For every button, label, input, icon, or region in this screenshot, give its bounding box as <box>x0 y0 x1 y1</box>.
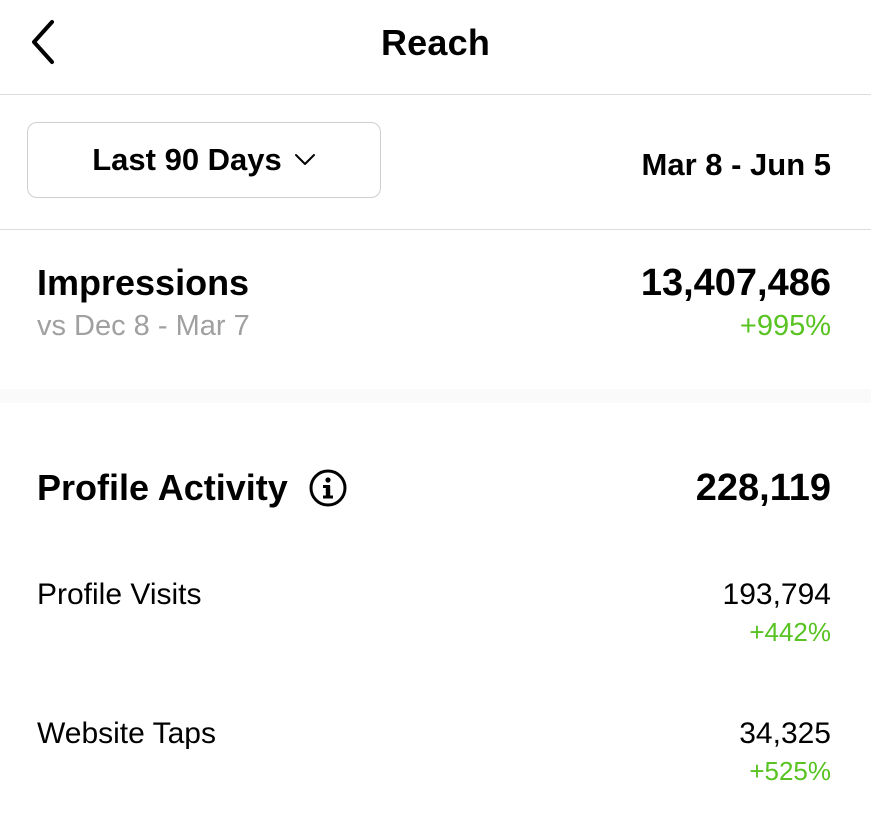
metric-label-website-taps: Website Taps <box>37 717 216 750</box>
profile-activity-header: Profile Activity <box>37 467 348 509</box>
profile-activity-total: 228,119 <box>695 467 831 509</box>
section-divider <box>0 389 871 403</box>
filter-row: Last 90 Days Mar 8 - Jun 5 <box>0 95 871 230</box>
date-range-text: Mar 8 - Jun 5 <box>641 147 832 182</box>
date-range-dropdown-label: Last 90 Days <box>92 142 282 177</box>
metric-label-profile-visits: Profile Visits <box>37 578 202 611</box>
page-title: Reach <box>380 22 491 63</box>
date-range-dropdown[interactable]: Last 90 Days <box>27 122 381 198</box>
impressions-value: 13,407,486 <box>640 262 831 304</box>
impressions-change: +995% <box>739 310 831 342</box>
chevron-left-icon <box>32 20 54 64</box>
impressions-section: Impressions vs Dec 8 - Mar 7 13,407,486 … <box>0 230 871 388</box>
back-button[interactable] <box>22 14 66 70</box>
impressions-comparison: vs Dec 8 - Mar 7 <box>37 310 250 342</box>
header-bar: Reach <box>0 0 871 95</box>
metric-change-profile-visits: +442% <box>749 617 831 647</box>
metric-value-profile-visits: 193,794 <box>722 578 831 611</box>
info-icon[interactable] <box>308 468 348 508</box>
metric-value-website-taps: 34,325 <box>739 717 831 750</box>
profile-activity-title: Profile Activity <box>37 467 288 508</box>
impressions-title: Impressions <box>37 262 250 303</box>
chevron-down-icon <box>294 154 315 165</box>
metric-change-website-taps: +525% <box>749 756 831 786</box>
